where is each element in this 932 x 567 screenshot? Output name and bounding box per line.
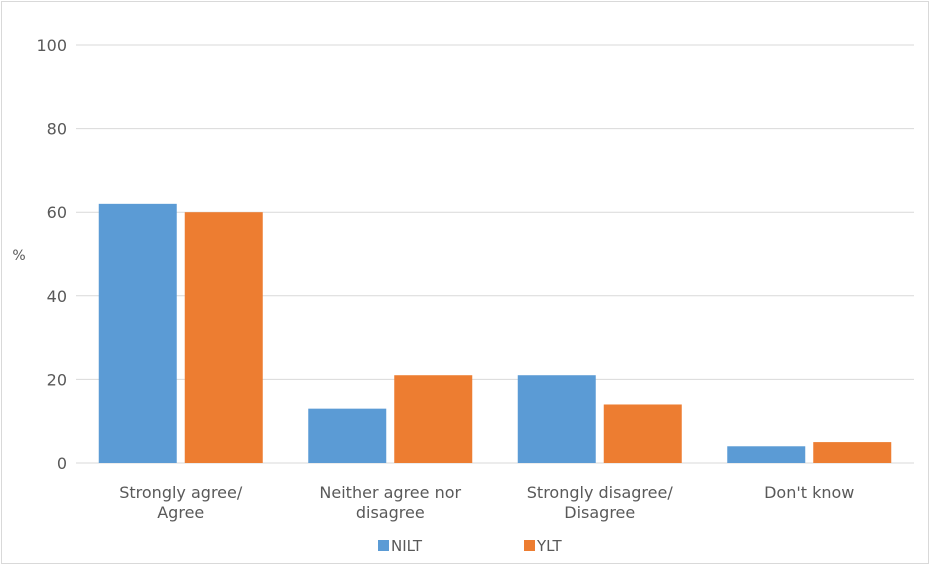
y-axis-label: % [12,248,25,264]
bar-nilt [98,203,177,463]
bar-nilt [517,375,596,463]
legend-swatch-ylt [524,540,535,551]
bar-ylt [603,404,682,463]
bar-nilt [727,446,806,463]
y-tick-label: 40 [47,287,67,306]
x-axis-categories: Strongly agree/Agree Neither agree nor dis… [119,483,854,522]
legend-swatch-nilt [378,540,389,551]
y-tick-label: 80 [47,120,67,139]
bar-ylt [394,375,473,463]
x-category-label: Neither agree nor disagree [319,483,461,522]
x-category-label: Strongly disagree/Disagree [527,483,674,522]
legend-label-ylt: YLT [536,537,562,555]
x-category-label: Strongly agree/Agree [119,483,243,522]
y-tick-label: 20 [47,370,67,389]
legend: NILT YLT [378,537,562,555]
bar-nilt [308,408,387,463]
y-tick-label: 100 [36,36,67,55]
x-category-label: Don't know [764,483,854,502]
bars [98,203,892,463]
bar-ylt [813,442,892,463]
bar-ylt [184,212,263,463]
legend-label-nilt: NILT [391,537,423,555]
y-tick-label: 0 [57,454,67,473]
y-tick-label: 60 [47,203,67,222]
y-axis-ticks: 0 20 40 60 80 100 [36,36,67,473]
